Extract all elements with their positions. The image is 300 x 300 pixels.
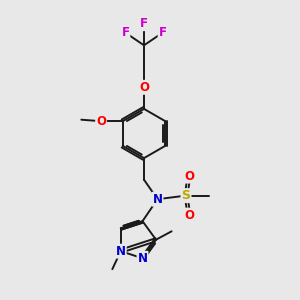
Text: N: N: [116, 245, 126, 258]
Text: N: N: [137, 252, 148, 265]
Text: O: O: [139, 81, 149, 94]
Text: O: O: [184, 169, 194, 183]
Text: F: F: [122, 26, 129, 39]
Text: N: N: [152, 193, 163, 206]
Text: O: O: [96, 115, 106, 128]
Text: F: F: [159, 26, 167, 39]
Text: O: O: [184, 208, 194, 222]
Text: F: F: [140, 17, 148, 30]
Text: S: S: [182, 189, 190, 202]
